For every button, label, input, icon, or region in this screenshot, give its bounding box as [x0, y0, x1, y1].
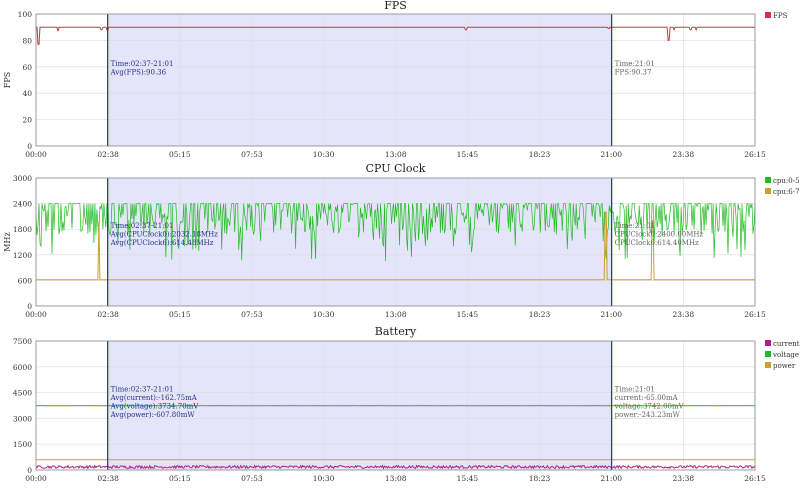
annotation-text: Avg(CPUClock6):614.48MHz: [110, 239, 214, 247]
y-tick-label: 1800: [13, 225, 32, 234]
legend-swatch[interactable]: [765, 177, 771, 183]
x-tick-label: 00:00: [25, 310, 47, 319]
annotation-text: Avg(FPS):90.36: [110, 69, 167, 77]
x-tick-label: 07:53: [241, 310, 263, 319]
y-tick-label: 1200: [13, 251, 32, 260]
y-tick-label: 7500: [13, 337, 32, 346]
y-tick-label: 80: [22, 36, 32, 45]
x-tick-label: 10:30: [313, 310, 335, 319]
x-tick-label: 05:15: [169, 310, 191, 319]
x-tick-label: 21:00: [600, 310, 622, 319]
chart-title: CPU Clock: [366, 162, 426, 175]
legend-swatch[interactable]: [765, 362, 771, 368]
annotation-text: current:-65.00mA: [615, 394, 679, 402]
annotation-text: Time:02:37-21:01: [111, 386, 174, 394]
annotation-text: Time:02:37-21:01: [111, 60, 174, 68]
legend-label[interactable]: cpu:6-7: [773, 188, 800, 196]
legend-swatch[interactable]: [765, 12, 771, 18]
legend-label[interactable]: voltage: [772, 351, 799, 359]
y-tick-label: 0: [27, 142, 32, 151]
x-tick-label: 02:38: [97, 310, 119, 319]
x-tick-label: 02:38: [97, 150, 119, 159]
x-tick-label: 15:45: [457, 150, 479, 159]
x-tick-label: 05:15: [169, 474, 191, 483]
annotation-text: CPUClock0:2400.00MHz: [615, 231, 704, 239]
chart-title: Battery: [375, 325, 417, 338]
annotation-text: CPUClock6:614.40MHz: [615, 239, 699, 247]
plot-frame: [35, 13, 756, 147]
x-tick-label: 15:45: [457, 474, 479, 483]
annotation-text: Avg(voltage):3734.70mV: [110, 403, 200, 411]
series-line-FPS: [36, 26, 755, 45]
plot-frame: [35, 340, 756, 471]
x-tick-label: 05:15: [169, 150, 191, 159]
selection-range[interactable]: [107, 178, 612, 306]
x-tick-label: 00:00: [25, 150, 47, 159]
annotation-text: Time:02:37-21:01: [111, 222, 174, 230]
annotation-text: Time:21:01: [615, 60, 655, 68]
x-tick-label: 02:38: [97, 474, 119, 483]
plot-frame: [35, 177, 756, 307]
y-axis-label: MHz: [3, 232, 12, 251]
x-tick-label: 13:08: [385, 150, 407, 159]
y-tick-label: 4500: [13, 389, 32, 398]
y-axis-label: FPS: [3, 72, 12, 88]
x-tick-label: 15:45: [457, 310, 479, 319]
x-tick-label: 26:15: [744, 310, 766, 319]
x-tick-label: 21:00: [600, 150, 622, 159]
y-tick-label: 2400: [13, 200, 32, 209]
selection-range[interactable]: [107, 14, 612, 146]
y-tick-label: 60: [22, 63, 32, 72]
x-tick-label: 00:00: [25, 474, 47, 483]
chart-0: FPS 0 20 40 60 80 100 00:00 02:38 05:15 07:53 10:30…: [3, 0, 788, 159]
x-tick-label: 10:30: [313, 150, 335, 159]
y-tick-label: 0: [27, 302, 32, 311]
legend-swatch[interactable]: [765, 351, 771, 357]
y-tick-label: 40: [22, 89, 32, 98]
x-tick-label: 23:38: [673, 474, 695, 483]
x-tick-label: 18:23: [529, 474, 551, 483]
annotation-text: Avg(CPUClock0):2032.18MHz: [110, 231, 219, 239]
annotation-text: Time:21:01: [615, 222, 655, 230]
x-tick-label: 07:53: [241, 150, 263, 159]
series-line-current: [35, 464, 756, 470]
y-tick-label: 20: [22, 116, 32, 125]
series-line-cpu-6-7: [36, 211, 755, 281]
x-tick-label: 10:30: [313, 474, 335, 483]
x-tick-label: 26:15: [744, 474, 766, 483]
chart-title: FPS: [384, 0, 407, 12]
legend-label[interactable]: cpu:0-5: [773, 177, 800, 185]
x-tick-label: 13:08: [385, 474, 407, 483]
x-tick-label: 26:15: [744, 150, 766, 159]
x-tick-label: 18:23: [529, 150, 551, 159]
y-tick-label: 6000: [13, 363, 32, 372]
x-tick-label: 21:00: [600, 474, 622, 483]
y-tick-label: 1500: [13, 440, 32, 449]
x-tick-label: 23:38: [673, 150, 695, 159]
x-tick-label: 23:38: [673, 310, 695, 319]
annotation-text: Avg(current):-162.75mA: [110, 394, 198, 402]
legend-swatch[interactable]: [765, 340, 771, 346]
x-tick-label: 07:53: [241, 474, 263, 483]
y-tick-label: 600: [18, 276, 33, 285]
legend-label[interactable]: current: [773, 340, 800, 348]
annotation-text: voltage:3742.00mV: [614, 403, 685, 411]
series-line-cpu-0-5: [35, 202, 756, 262]
chart-2: Battery 0 1500 3000 4500 6000 7500 00:00 02:38 05…: [13, 325, 800, 483]
y-tick-label: 3000: [13, 174, 32, 183]
y-tick-label: 0: [27, 466, 32, 475]
x-tick-label: 13:08: [385, 310, 407, 319]
chart-1: CPU Clock 0 600 1200 1800 2400 3000 00:00 02:38 0…: [3, 162, 800, 319]
x-tick-label: 18:23: [529, 310, 551, 319]
y-tick-label: 3000: [13, 414, 32, 423]
annotation-text: Avg(power):-607.80mW: [110, 411, 196, 419]
annotation-text: power:-243.23mW: [615, 411, 681, 419]
y-tick-label: 100: [18, 10, 33, 19]
legend-swatch[interactable]: [765, 188, 771, 194]
legend-label[interactable]: FPS: [773, 12, 788, 20]
annotation-text: Time:21:01: [615, 386, 655, 394]
annotation-text: FPS:90.37: [615, 69, 652, 77]
legend-label[interactable]: power: [773, 362, 796, 370]
